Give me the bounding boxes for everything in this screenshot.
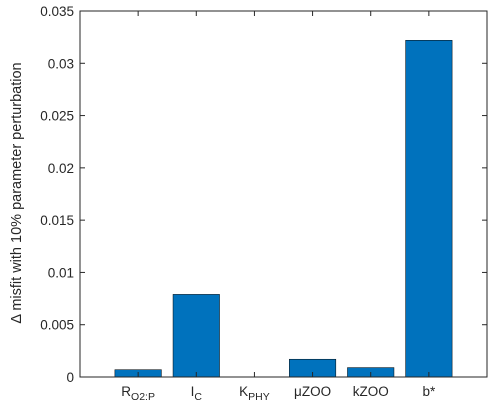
- x-axis-ticks: RO2:P IC KPHY μZOO kZOO b*: [121, 11, 436, 403]
- x-tick-label: IC: [191, 384, 203, 403]
- y-tick-label: 0: [66, 370, 74, 385]
- x-tick-label: KPHY: [239, 384, 270, 403]
- y-tick-label: 0.01: [48, 265, 74, 280]
- x-tick-label: μZOO: [294, 384, 331, 399]
- y-tick-label: 0.03: [48, 56, 74, 71]
- y-tick-label: 0.035: [40, 4, 74, 19]
- y-axis-label: Δ misfit with 10% parameter perturbation: [9, 62, 25, 323]
- x-tick-label: kZOO: [353, 384, 389, 399]
- x-tick-label: b*: [422, 384, 436, 399]
- y-tick-label: 0.005: [40, 318, 74, 333]
- bar: [405, 40, 453, 378]
- bars-group: [114, 40, 453, 378]
- bar: [172, 294, 220, 378]
- y-tick-label: 0.025: [40, 109, 74, 124]
- axes-box: [79, 10, 488, 378]
- y-tick-label: 0.015: [40, 213, 74, 228]
- x-tick-label: RO2:P: [121, 384, 155, 403]
- y-tick-label: 0.02: [48, 161, 74, 176]
- y-axis-ticks: 0 0.005 0.01 0.015 0.02 0.025 0.03 0.035: [40, 4, 487, 385]
